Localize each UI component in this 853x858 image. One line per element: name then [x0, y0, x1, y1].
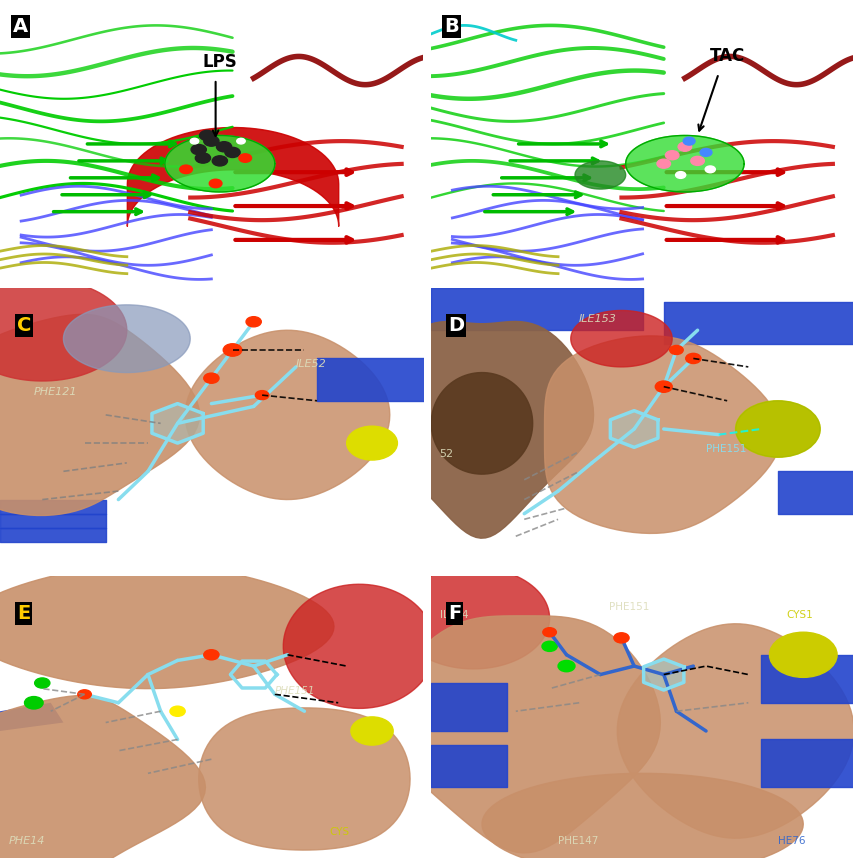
Polygon shape — [574, 161, 625, 189]
Circle shape — [675, 172, 685, 178]
Circle shape — [346, 426, 397, 460]
Circle shape — [543, 628, 555, 637]
Polygon shape — [185, 330, 389, 499]
Polygon shape — [63, 305, 190, 372]
Polygon shape — [481, 773, 803, 858]
Polygon shape — [388, 616, 659, 853]
Text: PHE121: PHE121 — [34, 387, 78, 397]
Circle shape — [669, 346, 682, 354]
Text: ILE52: ILE52 — [296, 359, 327, 369]
Text: A: A — [13, 17, 28, 36]
Circle shape — [239, 154, 252, 162]
Circle shape — [542, 641, 556, 651]
Circle shape — [351, 717, 392, 745]
Circle shape — [255, 390, 269, 400]
Text: PHE147: PHE147 — [557, 836, 598, 846]
Polygon shape — [0, 314, 200, 516]
Polygon shape — [0, 696, 206, 858]
Polygon shape — [617, 624, 853, 838]
Circle shape — [35, 678, 49, 688]
Text: E: E — [17, 604, 30, 623]
Circle shape — [613, 633, 629, 643]
Polygon shape — [152, 403, 203, 443]
Circle shape — [682, 137, 694, 145]
Text: PHE151: PHE151 — [275, 686, 315, 697]
Polygon shape — [165, 136, 275, 192]
Text: D: D — [448, 316, 464, 335]
Circle shape — [204, 136, 218, 146]
Circle shape — [734, 401, 819, 457]
Text: LPS: LPS — [202, 52, 237, 70]
Text: HE76: HE76 — [777, 836, 804, 846]
Text: TAC: TAC — [709, 47, 744, 65]
Circle shape — [204, 373, 218, 384]
Circle shape — [223, 344, 241, 356]
Circle shape — [690, 156, 704, 166]
Text: ILE44: ILE44 — [439, 610, 467, 620]
Text: 52: 52 — [439, 450, 453, 459]
Polygon shape — [610, 411, 657, 447]
Text: ILE153: ILE153 — [578, 314, 617, 323]
Polygon shape — [625, 136, 743, 192]
Polygon shape — [370, 322, 593, 538]
Text: PHE151: PHE151 — [705, 444, 746, 454]
Polygon shape — [283, 584, 435, 709]
Circle shape — [78, 690, 91, 698]
Circle shape — [25, 697, 43, 709]
Polygon shape — [397, 567, 549, 669]
Circle shape — [191, 144, 206, 154]
Circle shape — [179, 165, 192, 173]
Circle shape — [677, 142, 691, 151]
Circle shape — [190, 138, 199, 144]
Circle shape — [685, 353, 700, 364]
Circle shape — [204, 650, 218, 660]
Polygon shape — [0, 703, 63, 731]
Polygon shape — [199, 708, 409, 850]
Circle shape — [734, 401, 819, 457]
Circle shape — [209, 179, 222, 188]
Polygon shape — [0, 565, 334, 689]
Polygon shape — [570, 311, 671, 367]
Circle shape — [705, 166, 715, 172]
Text: PHE151: PHE151 — [608, 601, 648, 612]
Text: CYS133: CYS133 — [760, 382, 800, 391]
Text: CYS1: CYS1 — [786, 610, 812, 620]
Circle shape — [216, 142, 231, 152]
Circle shape — [699, 148, 711, 156]
Polygon shape — [431, 372, 532, 474]
Text: B: B — [444, 17, 458, 36]
Text: PHE14: PHE14 — [9, 836, 44, 846]
Polygon shape — [544, 335, 780, 534]
Circle shape — [656, 160, 670, 168]
Circle shape — [224, 148, 240, 158]
Circle shape — [769, 632, 836, 677]
Text: CYS: CYS — [329, 827, 350, 837]
Polygon shape — [643, 659, 683, 690]
Circle shape — [236, 138, 245, 144]
Circle shape — [170, 706, 185, 716]
Text: C: C — [17, 316, 32, 335]
Circle shape — [195, 153, 211, 163]
Circle shape — [557, 661, 574, 672]
Circle shape — [664, 151, 678, 160]
Circle shape — [654, 381, 671, 392]
Circle shape — [212, 156, 227, 166]
Circle shape — [246, 317, 261, 327]
Text: F: F — [448, 604, 461, 623]
Circle shape — [200, 130, 214, 141]
Polygon shape — [0, 280, 127, 381]
